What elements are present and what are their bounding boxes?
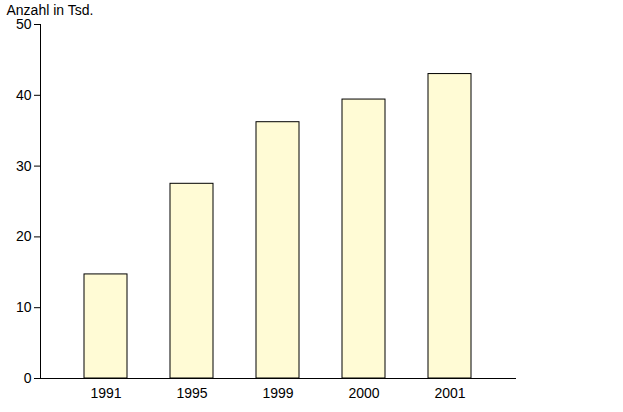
svg-text:2001: 2001 xyxy=(434,385,465,401)
svg-text:30: 30 xyxy=(16,158,32,174)
svg-text:Anzahl in Tsd.: Anzahl in Tsd. xyxy=(7,2,94,18)
svg-text:50: 50 xyxy=(15,16,32,32)
svg-text:1991: 1991 xyxy=(90,385,121,401)
svg-text:20: 20 xyxy=(16,228,32,244)
svg-text:40: 40 xyxy=(16,87,32,103)
svg-text:0: 0 xyxy=(24,370,32,386)
svg-text:2000: 2000 xyxy=(348,385,379,401)
svg-text:1995: 1995 xyxy=(176,385,207,401)
svg-text:1999: 1999 xyxy=(262,385,293,401)
svg-text:10: 10 xyxy=(16,299,32,315)
